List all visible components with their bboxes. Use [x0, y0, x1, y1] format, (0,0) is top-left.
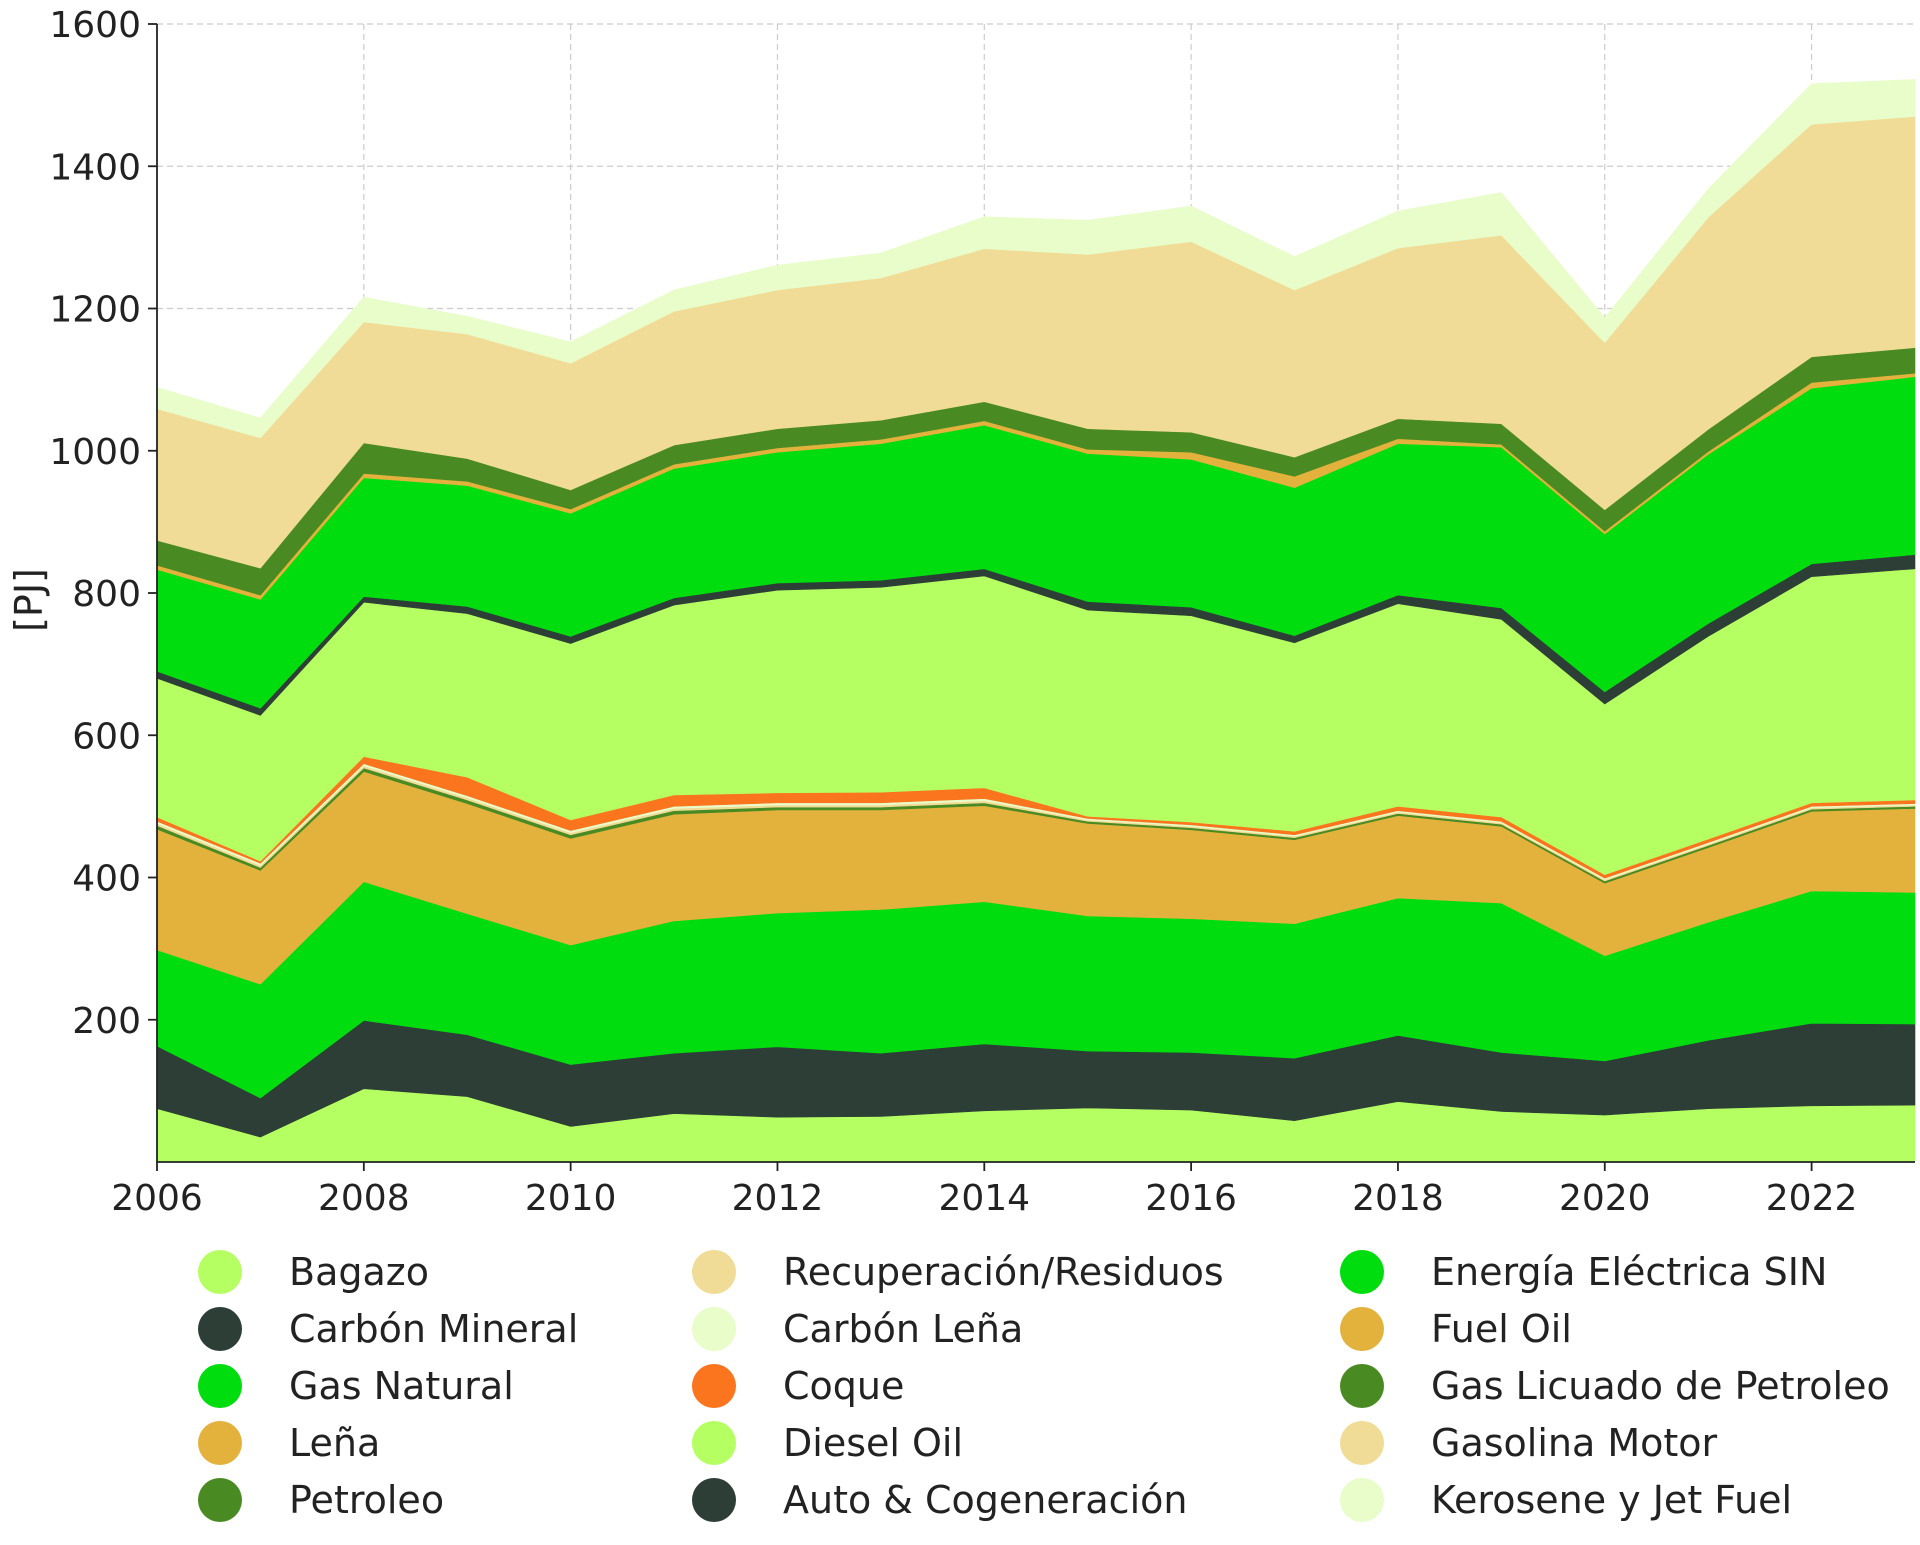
y-tick-label-800: 800 — [72, 574, 141, 615]
x-tick-label-2022: 2022 — [1766, 1178, 1858, 1219]
legend-swatch-kerosene-y-jet-fuel — [1340, 1478, 1384, 1522]
legend-swatch-fuel-oil — [1340, 1307, 1384, 1351]
legend-label-kerosene-y-jet-fuel: Kerosene y Jet Fuel — [1431, 1478, 1792, 1522]
legend-label-auto-cogeneracion: Auto & Cogeneración — [783, 1478, 1187, 1522]
legend-swatch-recuperacion-residuos — [692, 1250, 736, 1294]
legend-label-bagazo: Bagazo — [289, 1250, 429, 1294]
legend-swatch-carbon-mineral — [198, 1307, 242, 1351]
y-tick-label-200: 200 — [72, 1001, 141, 1042]
legend-swatch-auto-cogeneracion — [692, 1478, 736, 1522]
x-tick-label-2018: 2018 — [1352, 1178, 1444, 1219]
y-axis-label: [PJ] — [7, 568, 51, 632]
area-kerosene-y-jet-fuel — [156, 79, 1916, 439]
tick-labels: 2006 2008 2010 2012 2014 2016 2018 2020 2022 200 4… — [49, 5, 1857, 1219]
legend-label-coque: Coque — [783, 1364, 904, 1408]
legend-label-carbon-mineral: Carbón Mineral — [289, 1307, 578, 1351]
legend-swatch-carbon-lena — [692, 1307, 736, 1351]
legend-label-gas-licuado-de-petroleo: Gas Licuado de Petroleo — [1431, 1364, 1890, 1408]
x-tick-label-2016: 2016 — [1145, 1178, 1237, 1219]
x-tick-label-2014: 2014 — [938, 1178, 1030, 1219]
area-series — [156, 79, 1916, 1163]
legend-swatch-bagazo — [198, 1250, 242, 1294]
legend-label-energia-electrica-sin: Energía Eléctrica SIN — [1431, 1250, 1827, 1294]
legend-swatch-lena — [198, 1421, 242, 1465]
legend-label-petroleo: Petroleo — [289, 1478, 444, 1522]
y-tick-label-400: 400 — [72, 859, 141, 900]
legend: Bagazo Carbón Mineral Gas Natural Leña Petro… — [198, 1250, 1890, 1522]
x-tick-label-2008: 2008 — [318, 1178, 410, 1219]
legend-swatch-gas-licuado-de-petroleo — [1340, 1364, 1384, 1408]
legend-label-gasolina-motor: Gasolina Motor — [1431, 1421, 1718, 1465]
x-tick-label-2020: 2020 — [1559, 1178, 1651, 1219]
y-tick-label-1600: 1600 — [49, 5, 141, 46]
legend-label-gas-natural: Gas Natural — [289, 1364, 514, 1408]
y-tick-label-1000: 1000 — [49, 432, 141, 473]
legend-label-recuperacion-residuos: Recuperación/Residuos — [783, 1250, 1224, 1294]
x-tick-label-2010: 2010 — [525, 1178, 617, 1219]
legend-swatch-diesel-oil — [692, 1421, 736, 1465]
legend-swatch-energia-electrica-sin — [1340, 1250, 1384, 1294]
legend-label-diesel-oil: Diesel Oil — [783, 1421, 963, 1465]
legend-label-fuel-oil: Fuel Oil — [1431, 1307, 1572, 1351]
legend-label-lena: Leña — [289, 1421, 380, 1465]
x-tick-label-2012: 2012 — [732, 1178, 824, 1219]
legend-swatch-gas-natural — [198, 1364, 242, 1408]
x-tick-label-2006: 2006 — [111, 1178, 203, 1219]
legend-swatch-gasolina-motor — [1340, 1421, 1384, 1465]
y-tick-label-600: 600 — [72, 716, 141, 757]
y-tick-label-1200: 1200 — [49, 290, 141, 331]
legend-swatch-coque — [692, 1364, 736, 1408]
legend-swatch-petroleo — [198, 1478, 242, 1522]
legend-label-carbon-lena: Carbón Leña — [783, 1307, 1023, 1351]
y-tick-label-1400: 1400 — [49, 147, 141, 188]
